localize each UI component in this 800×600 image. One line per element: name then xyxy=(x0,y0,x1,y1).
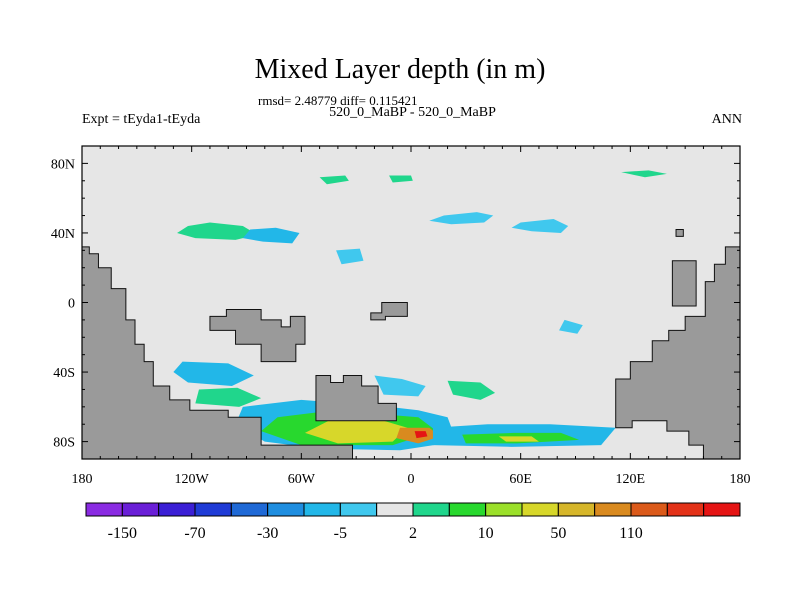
south-band-2 xyxy=(195,387,262,407)
y-tick-label-3: 40S xyxy=(53,366,75,381)
northern-band-2 xyxy=(242,227,300,244)
x-tick-label-0: 180 xyxy=(72,472,93,487)
colorbar-label-4: 2 xyxy=(409,525,417,542)
subtitle-left: Expt = tEyda1-tEyda xyxy=(82,112,201,127)
equatorial-east xyxy=(559,319,583,334)
x-tick-label-3: 0 xyxy=(408,472,415,487)
colorbar-swatch-7 xyxy=(339,502,378,517)
chart-title: Mixed Layer depth (in m) xyxy=(254,54,546,85)
colorbar-label-3: -5 xyxy=(334,525,347,542)
colorbar-swatch-14 xyxy=(594,502,632,517)
south-band-1 xyxy=(173,361,254,386)
colorbar-label-7: 110 xyxy=(619,525,642,542)
arctic-patch-2 xyxy=(389,175,413,183)
north-east-islet xyxy=(675,228,684,237)
colorbar-swatch-6 xyxy=(303,502,341,517)
y-tick-label-1: 40N xyxy=(51,227,75,242)
x-tick-label-2: 60W xyxy=(288,472,316,487)
y-tick-label-2: 0 xyxy=(68,297,75,312)
south-band-4 xyxy=(447,380,496,400)
stats-text: rmsd= 2.48779 diff= 0.115421 xyxy=(258,93,418,108)
colorbar-swatch-12 xyxy=(521,502,559,517)
colorbar-swatch-1 xyxy=(121,502,160,517)
colorbar-swatch-15 xyxy=(630,502,668,517)
colorbar-swatch-10 xyxy=(448,502,487,517)
arctic-patch-3 xyxy=(621,170,667,178)
subtitle-center: 520_0_MaBP - 520_0_MaBP xyxy=(329,105,496,120)
northern-band-1 xyxy=(177,222,258,240)
colorbar-swatch-4 xyxy=(230,502,269,517)
colorbar-swatch-0 xyxy=(85,502,123,517)
arctic-patch-1 xyxy=(319,175,349,185)
colorbar-label-6: 50 xyxy=(550,525,566,542)
colorbar-swatch-16 xyxy=(666,502,705,517)
southern-core-3 xyxy=(304,420,408,444)
north-east-island xyxy=(671,260,697,307)
south-central-continent xyxy=(315,375,397,422)
southern-core-5 xyxy=(414,431,428,439)
colorbar-swatch-13 xyxy=(557,502,596,517)
colorbar-swatch-9 xyxy=(412,502,450,517)
west-continent xyxy=(81,246,354,460)
tropical-island xyxy=(209,308,306,363)
y-tick-label-4: 80S xyxy=(53,436,75,451)
x-tick-label-4: 60E xyxy=(509,472,532,487)
colorbar-swatch-5 xyxy=(267,502,305,517)
subtitle-right: ANN xyxy=(711,112,742,127)
colorbar-swatch-17 xyxy=(703,502,741,517)
east-continent xyxy=(615,246,741,460)
northern-band-3 xyxy=(429,212,494,225)
x-tick-label-5: 120E xyxy=(616,472,646,487)
y-tick-label-0: 80N xyxy=(51,157,75,172)
colorbar-swatch-3 xyxy=(194,502,232,517)
colorbar-swatch-11 xyxy=(485,502,523,517)
southern-east-3 xyxy=(498,436,539,442)
colorbar-label-5: 10 xyxy=(478,525,494,542)
colorbar-swatch-2 xyxy=(158,502,196,517)
x-tick-label-1: 120W xyxy=(175,472,210,487)
northern-band-4 xyxy=(511,219,569,233)
small-island xyxy=(370,302,408,321)
x-tick-label-6: 180 xyxy=(730,472,751,487)
mid-north-ocean xyxy=(336,248,364,265)
colorbar-label-1: -70 xyxy=(184,525,205,542)
south-band-3 xyxy=(374,375,426,397)
colorbar-swatch-8 xyxy=(376,502,414,517)
colorbar-label-0: -150 xyxy=(108,525,137,542)
colorbar-label-2: -30 xyxy=(257,525,278,542)
